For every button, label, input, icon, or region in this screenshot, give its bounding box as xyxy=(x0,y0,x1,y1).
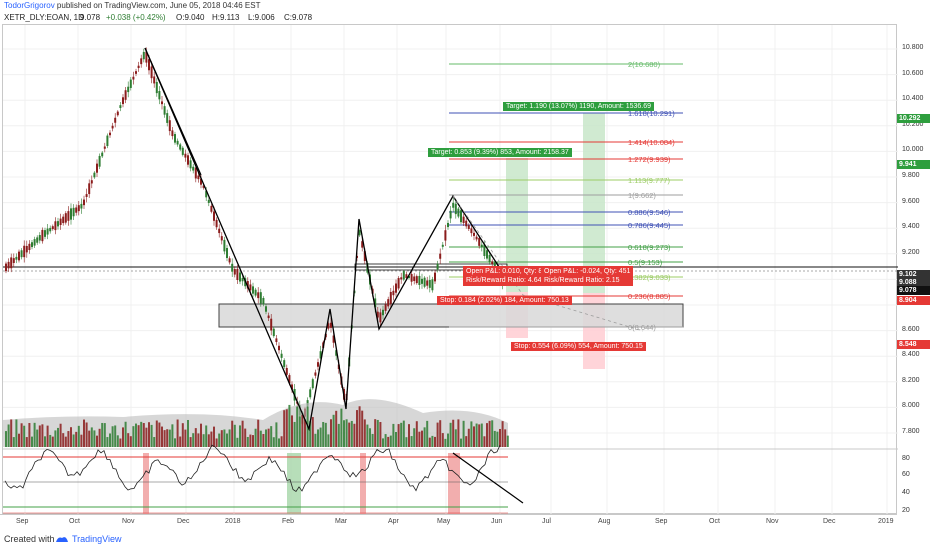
price-tick: 8.000 xyxy=(902,402,920,410)
fib-label: 1.272(9.939) xyxy=(628,155,671,164)
pnl-1-text: Open P&L: 0.010, Qty: 853 xyxy=(466,268,551,275)
fib-label: 0.382(9.033) xyxy=(628,273,671,282)
published-text: published on TradingView.com, June 05, 2… xyxy=(56,1,261,10)
last-price: 9.078 xyxy=(80,13,101,22)
tradingview-logo-icon xyxy=(56,537,68,542)
price-chart-canvas[interactable]: 2(10.680) 1.618(10.291) 1.414(10.084) 1.272… xyxy=(3,25,898,515)
tradingview-brand-link[interactable]: TradingView xyxy=(72,534,122,544)
price-tick: 10.600 xyxy=(902,69,924,77)
price-tag: 10.292 xyxy=(897,114,930,123)
fib-label: 0.786(9.445) xyxy=(628,221,671,230)
time-axis[interactable]: Sep Oct Nov Dec 2018 Feb Mar Apr May Jun Jul Aug Sep… xyxy=(0,514,897,529)
pnl-label-2[interactable]: Open P&L: -0.024, Qty: 451 Risk/Reward R… xyxy=(541,266,634,286)
trendline-a[interactable] xyxy=(144,47,202,176)
chart-frame[interactable]: 2(10.680) 1.618(10.291) 1.414(10.084) 1.272… xyxy=(2,24,898,515)
symbol-info-bar: XETR_DLY:EOAN, 1D 9.078 +0.038 (+0.42%) … xyxy=(0,12,932,24)
fib-label: 1.113(9.777) xyxy=(628,176,670,185)
oscillator-tick: 20 xyxy=(902,507,910,514)
price-tag: 9.102 xyxy=(897,270,930,279)
time-tick: 2018 xyxy=(225,518,241,525)
oscillator-pane[interactable] xyxy=(3,444,524,515)
volume-bars xyxy=(3,399,509,447)
price-tick: 9.800 xyxy=(902,172,920,179)
price-tick: 9.400 xyxy=(902,223,920,231)
support-zone[interactable] xyxy=(218,303,684,328)
time-tick: Nov xyxy=(122,518,135,525)
oscillator-tick: 40 xyxy=(902,489,910,496)
created-with-text: Created with xyxy=(4,534,55,544)
price-change: +0.038 (+0.42%) xyxy=(106,13,166,22)
rr-2-text: Risk/Reward Ratio: 2.15 xyxy=(544,277,620,284)
footer: Created with TradingView xyxy=(0,528,932,550)
fib-label: 0.236(8.885) xyxy=(628,292,671,301)
price-tick: 8.400 xyxy=(902,351,920,359)
author-link[interactable]: TodorGrigorov xyxy=(4,1,55,10)
time-tick: Mar xyxy=(335,518,348,525)
pnl-2-text: Open P&L: -0.024, Qty: 451 xyxy=(544,268,631,275)
fib-label: 0.5(9.153) xyxy=(628,258,663,267)
time-tick: Apr xyxy=(388,518,399,525)
oscillator-tick: 60 xyxy=(902,471,910,478)
rr-1-text: Risk/Reward Ratio: 4.64 xyxy=(466,277,542,284)
fib-extension[interactable]: 2(10.680) 1.618(10.291) 1.414(10.084) 1.272… xyxy=(449,60,683,332)
time-tick: Feb xyxy=(282,518,295,525)
candles xyxy=(5,47,504,426)
fib-label: 2(10.680) xyxy=(628,60,661,69)
high-value: H:9.113 xyxy=(212,13,240,22)
time-tick: Dec xyxy=(823,518,836,525)
time-tick: Nov xyxy=(766,518,779,525)
fib-label: 1.618(10.291) xyxy=(628,109,675,118)
price-tag: 8.548 xyxy=(897,340,930,349)
symbol-name[interactable]: XETR_DLY:EOAN, 1D xyxy=(4,13,84,22)
price-tick: 8.600 xyxy=(902,325,920,333)
price-tag: 8.904 xyxy=(897,296,930,305)
time-tick: Sep xyxy=(655,518,668,525)
time-tick: May xyxy=(437,518,451,525)
price-tick: 7.800 xyxy=(902,428,920,435)
fib-label: 1(9.662) xyxy=(628,191,656,200)
open-value: O:9.040 xyxy=(176,13,205,22)
projection-line[interactable] xyxy=(452,195,644,332)
price-tag: 9.088 xyxy=(897,278,930,287)
time-tick: Aug xyxy=(598,518,611,525)
low-value: L:9.006 xyxy=(248,13,275,22)
time-tick: Oct xyxy=(709,518,720,525)
stop-label-1[interactable]: Stop: 0.184 (2.02%) 184, Amount: 750.13 xyxy=(437,296,572,305)
price-tick: 10.400 xyxy=(902,95,924,103)
fib-label: 0.886(9.546) xyxy=(628,208,671,217)
price-tick: 10.200 xyxy=(902,120,924,128)
time-tick: Dec xyxy=(177,518,190,525)
target-label-1[interactable]: Target: 0.853 (9.39%) 853, Amount: 2158.… xyxy=(428,148,572,157)
time-tick: Jul xyxy=(542,518,551,525)
close-value: C:9.078 xyxy=(284,13,313,22)
price-tick: 9.200 xyxy=(902,248,920,256)
price-tick: 10.800 xyxy=(902,44,924,51)
published-header: TodorGrigorov published on TradingView.c… xyxy=(0,0,932,12)
oscillator-tick: 80 xyxy=(902,455,910,462)
price-tag: 9.941 xyxy=(897,160,930,169)
target-zone-2[interactable] xyxy=(583,113,605,293)
price-tick: 8.200 xyxy=(902,376,920,384)
target-label-2[interactable]: Target: 1.190 (13.07%) 1190, Amount: 153… xyxy=(503,102,655,111)
price-tag: 9.078 xyxy=(897,286,930,295)
fib-label: 1.414(10.084) xyxy=(628,138,675,147)
pnl-label-1[interactable]: Open P&L: 0.010, Qty: 853 Risk/Reward Ra… xyxy=(463,266,554,286)
fib-label: 0(8.644) xyxy=(628,323,656,332)
pattern-zigzag[interactable] xyxy=(144,47,504,432)
time-tick: Oct xyxy=(69,518,80,525)
price-tick: 9.600 xyxy=(902,197,920,205)
fib-label: 0.618(9.273) xyxy=(628,243,671,252)
price-axis[interactable]: 10.800 10.600 10.400 10.200 10.000 9.800 9.600… xyxy=(897,24,932,514)
time-tick: 2019 xyxy=(878,518,894,525)
author-line: TodorGrigorov published on TradingView.c… xyxy=(4,1,260,10)
time-tick: Jun xyxy=(491,518,503,525)
time-tick: Sep xyxy=(16,518,29,525)
price-tick: 10.000 xyxy=(902,146,924,154)
stop-label-2[interactable]: Stop: 0.554 (6.09%) 554, Amount: 750.15 xyxy=(511,342,646,351)
